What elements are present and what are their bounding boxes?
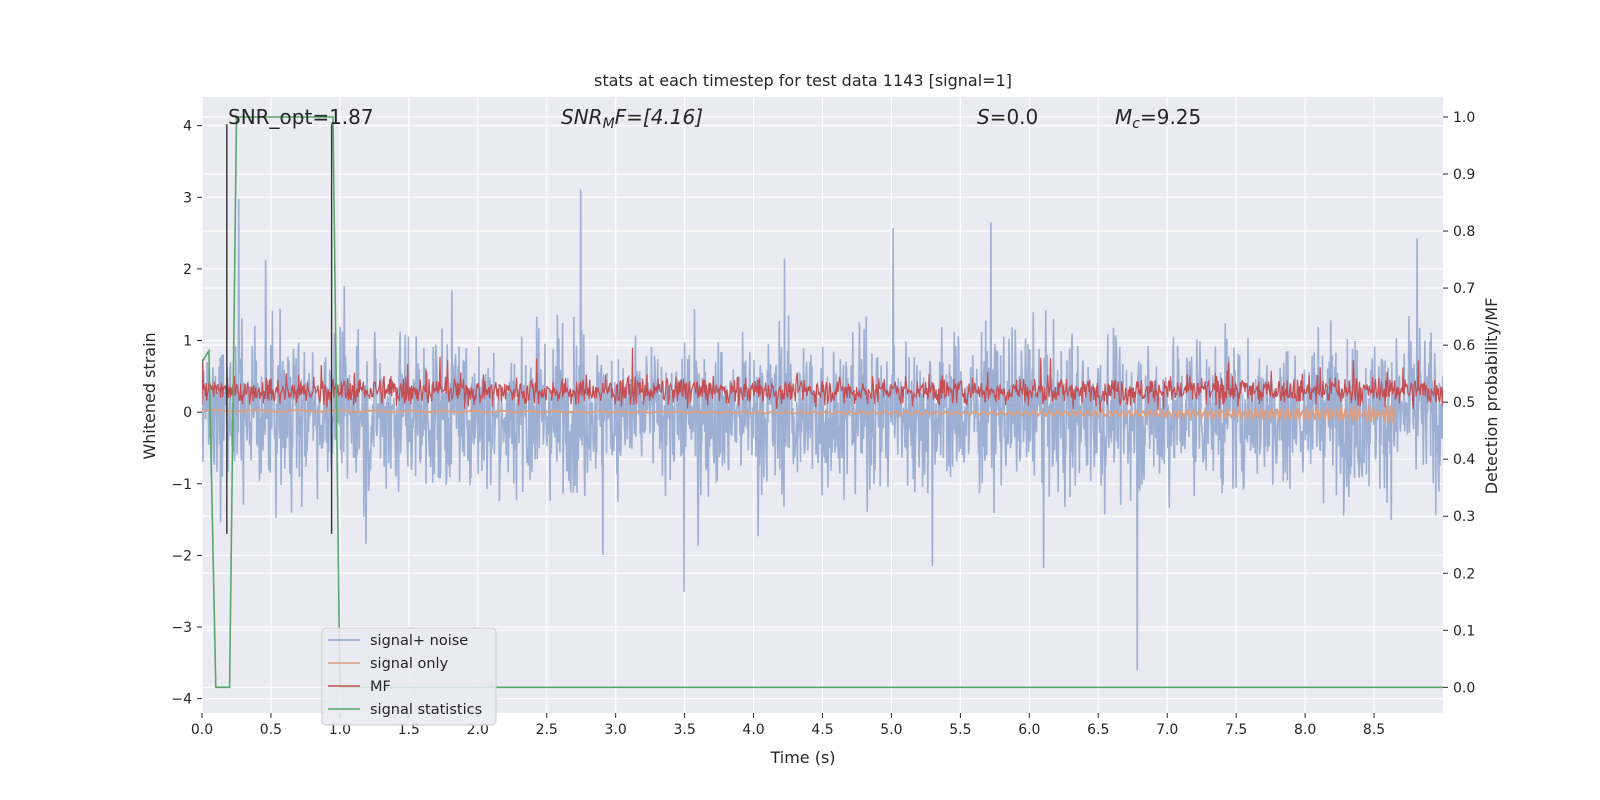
x-tick-label-17: 8.5 [1363, 722, 1385, 738]
x-tick-label-10: 5.0 [880, 722, 902, 738]
y-left-tick-label-2: 2 [183, 262, 192, 278]
x-axis-ticks: 0.0 0.5 1.0 1.5 2.0 2.5 3.0 3.5 4.0 4.5 5.0 5.5 6.0 6… [191, 713, 1385, 738]
y-left-tick-label-1: 3 [183, 190, 192, 206]
series-signal-statistics [202, 116, 1443, 689]
y-axis-left-label: Whitened strain [140, 332, 159, 459]
legend: signal+ noise signal only MF signal stat… [321, 627, 497, 726]
x-tick-label-15: 7.5 [1225, 722, 1247, 738]
annotation-s: S=0.0 [977, 105, 1038, 129]
legend-label-signal-only: signal only [370, 656, 449, 672]
legend-label-signal-noise: signal+ noise [370, 633, 468, 649]
x-tick-label-7: 3.5 [673, 722, 695, 738]
y-right-tick-label-5: 0.5 [1453, 395, 1475, 411]
x-tick-label-0: 0.0 [191, 722, 213, 738]
y-right-tick-label-2: 0.8 [1453, 224, 1475, 240]
y-left-tick-label-7: −3 [171, 620, 192, 636]
y-right-tick-label-8: 0.2 [1453, 566, 1475, 582]
legend-box [321, 627, 497, 726]
x-tick-label-12: 6.0 [1018, 722, 1040, 738]
x-tick-label-6: 3.0 [605, 722, 627, 738]
x-tick-label-16: 8.0 [1294, 722, 1316, 738]
y-right-tick-label-10: 0.0 [1453, 680, 1475, 696]
y-left-tick-label-3: 1 [183, 334, 192, 350]
x-tick-label-1: 0.5 [260, 722, 282, 738]
x-tick-label-4: 2.0 [467, 722, 489, 738]
y-axis-right-label: Detection probability/MF [1482, 298, 1501, 495]
y-right-tick-label-3: 0.7 [1453, 281, 1475, 297]
y-left-tick-label-5: −1 [171, 477, 192, 493]
y-left-tick-label-6: −2 [171, 548, 192, 564]
x-tick-label-9: 4.5 [811, 722, 833, 738]
y-right-tick-label-6: 0.4 [1453, 452, 1475, 468]
series-signal-noise [202, 189, 1443, 671]
x-tick-label-3: 1.5 [398, 722, 420, 738]
y-axis-right-ticks: 1.0 0.9 0.8 0.7 0.6 0.5 0.4 0.3 0.2 0.1 0.0 [1443, 110, 1475, 696]
legend-label-mf: MF [370, 679, 391, 695]
x-tick-label-13: 6.5 [1087, 722, 1109, 738]
annotation-mc: Mc=9.25 [1115, 105, 1201, 132]
x-tick-label-2: 1.0 [329, 722, 351, 738]
x-tick-label-5: 2.5 [536, 722, 558, 738]
annotation-snr-opt: SNR_opt=1.87 [228, 105, 374, 129]
y-axis-left-ticks: 4 3 2 1 0 −1 −2 −3 −4 [171, 119, 202, 708]
legend-label-signal-statistics: signal statistics [370, 702, 482, 718]
y-right-tick-label-1: 0.9 [1453, 167, 1475, 183]
series-mf [202, 347, 1443, 413]
x-tick-label-11: 5.5 [949, 722, 971, 738]
y-left-tick-label-4: 0 [183, 405, 192, 421]
y-right-tick-label-7: 0.3 [1453, 509, 1475, 525]
y-right-tick-label-9: 0.1 [1453, 623, 1475, 639]
chart-title: stats at each timestep for test data 114… [594, 71, 1012, 90]
y-left-tick-label-8: −4 [171, 692, 192, 708]
y-right-tick-label-0: 1.0 [1453, 110, 1475, 126]
annotation-snr-mf: SNRMF=[4.16] [561, 105, 703, 132]
y-right-tick-label-4: 0.6 [1453, 338, 1475, 354]
x-axis-label: Time (s) [769, 748, 835, 767]
y-left-tick-label-0: 4 [183, 119, 192, 135]
x-tick-label-14: 7.0 [1156, 722, 1178, 738]
series-signal-only [202, 405, 1396, 424]
x-tick-label-8: 4.0 [742, 722, 764, 738]
marker-lines [226, 124, 333, 534]
